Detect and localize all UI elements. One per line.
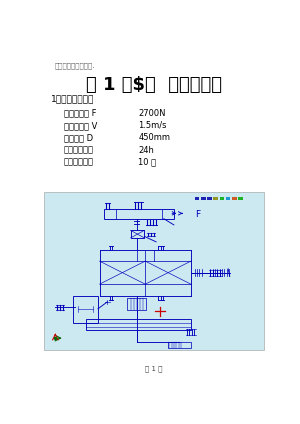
Text: 错误！未找到引用源.: 错误！未找到引用源. [55,63,95,70]
Text: 每日工作时数: 每日工作时数 [64,145,94,154]
Text: 10 年: 10 年 [138,158,156,167]
Bar [220,197,224,200]
Text: 1.5m/s: 1.5m/s [138,121,167,130]
Text: 24h: 24h [138,145,154,154]
Text: 滚筒直径 D: 滚筒直径 D [64,133,93,142]
Bar [232,197,237,200]
Text: 输送带拉力 F: 输送带拉力 F [64,109,96,117]
Bar [213,197,218,200]
Text: F: F [195,210,200,219]
Bar [73,296,98,323]
Bar [201,197,206,200]
Text: 输送带速度 V: 输送带速度 V [64,121,97,130]
Text: 1．数据及示意图: 1．数据及示意图 [52,95,95,104]
Bar [168,342,191,348]
Bar [207,197,212,200]
Text: 2700N: 2700N [138,109,166,117]
Text: 第 1 章$：  电机的选取: 第 1 章$： 电机的选取 [86,76,222,94]
Bar [104,209,174,219]
Bar [238,197,243,200]
Bar [86,319,191,330]
Bar [226,197,230,200]
Text: 450mm: 450mm [138,133,170,142]
Text: 传动工作年限: 传动工作年限 [64,158,94,167]
Bar [128,298,146,310]
Text: 第 1 页: 第 1 页 [145,365,163,372]
Bar [195,197,200,200]
Bar [130,230,145,238]
Bar [44,192,264,350]
